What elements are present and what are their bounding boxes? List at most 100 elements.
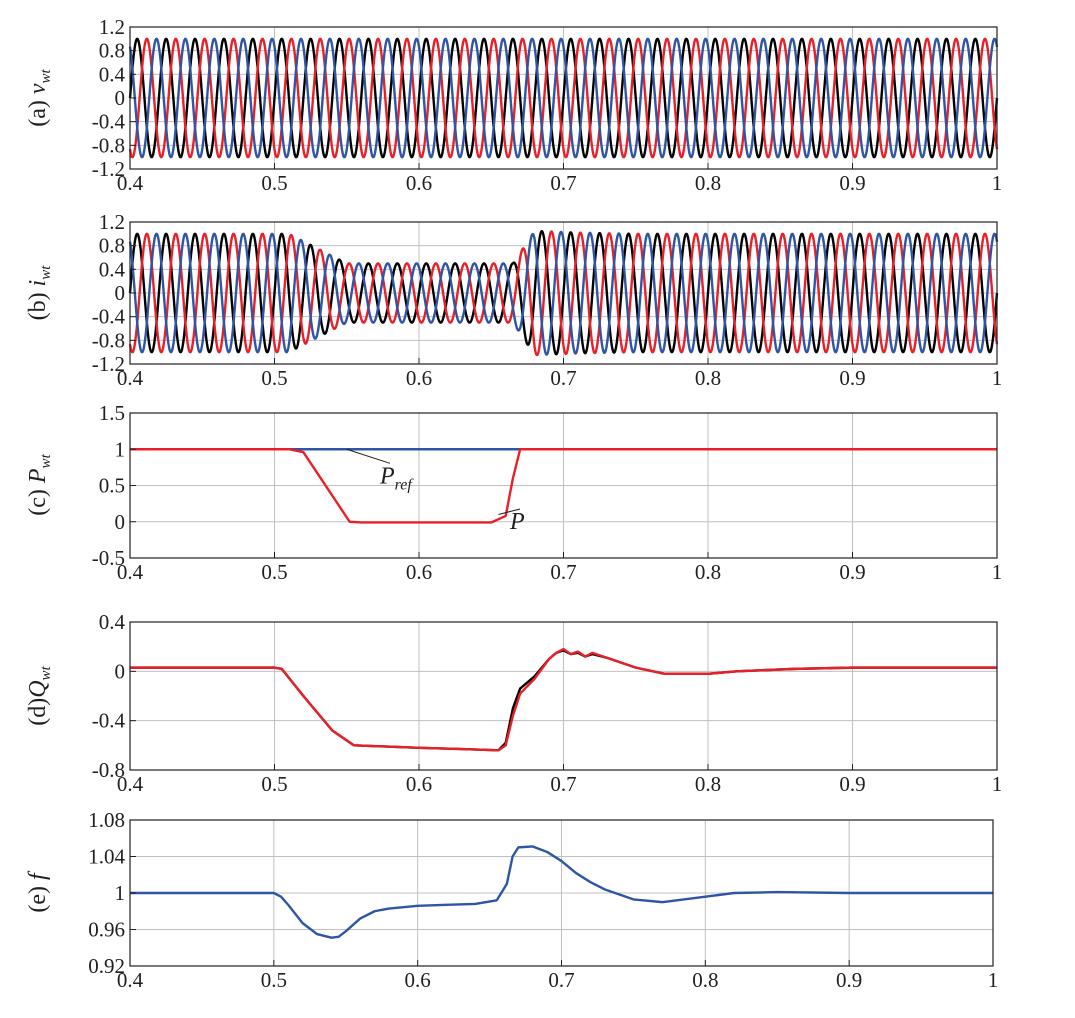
- panel-b-ytick-label-6: -1.2: [92, 352, 125, 376]
- panel-a-ytick-label-1: 0.8: [99, 39, 125, 63]
- panel-b-ytick-label-5: -0.8: [92, 328, 125, 352]
- panel-b-xtick-label-2: 0.6: [406, 366, 432, 390]
- panel-d-ticks: 0.4 0.5 0.6 0.7 0.8 0.9 1 0.4 0 -0.4 -0.8: [92, 610, 1003, 796]
- panel-c-xtick-label-4: 0.8: [695, 560, 721, 584]
- panel-e-xtick-label-0: 0.4: [117, 968, 144, 992]
- panel-a-ticks: 0.4 0.5 0.6 0.7 0.8 0.9 11.20.80.40-0.4-0.8-1.…: [92, 15, 1003, 195]
- panel-b-series: [128, 229, 999, 357]
- panel-d-xtick-label-4: 0.8: [695, 772, 721, 796]
- panel-a-ylabel: (a) vwt: [25, 68, 54, 126]
- panel-a-series: [128, 37, 999, 159]
- panel-b: 0.4 0.5 0.6 0.7 0.8 0.9 11.20.80.40-0.4-0.8-1.…: [25, 210, 1002, 390]
- panel-d-grid: [130, 622, 997, 770]
- panel-b-ytick-label-0: 1.2: [99, 210, 125, 234]
- panel-b-xtick-label-5: 0.9: [839, 366, 865, 390]
- panel-b-xtick-label-6: 1: [992, 366, 1003, 390]
- panel-a-xtick-label-1: 0.5: [261, 171, 287, 195]
- panel-e-ytick-label-3: 0.96: [88, 918, 125, 942]
- panel-a-ytick-label-3: 0: [115, 86, 126, 110]
- panel-e-ylabel: (e) f: [25, 870, 51, 913]
- panel-d-xtick-label-0: 0.4: [117, 772, 144, 796]
- pref-annotation: Pref: [379, 463, 414, 493]
- panel-a-phase-1-line: [128, 37, 999, 159]
- panel-e-series: [130, 845, 993, 939]
- panel-d-series: [130, 647, 997, 752]
- panel-c-ylabel: (c) Pwt: [25, 453, 54, 515]
- panel-d-xtick-label-6: 1: [992, 772, 1003, 796]
- panel-e-xtick-label-3: 0.7: [548, 968, 574, 992]
- pref-pointer: [346, 448, 391, 464]
- panel-c-xtick-label-3: 0.7: [550, 560, 576, 584]
- panel-b-phase-2-line: [128, 230, 999, 357]
- panel-d-ytick-label-3: -0.8: [92, 758, 125, 782]
- panel-a-phase-2-line: [128, 37, 999, 159]
- panel-e-series-1-line: [130, 845, 993, 939]
- p-pointer: [498, 508, 521, 515]
- panel-c-xtick-label-5: 0.9: [839, 560, 865, 584]
- panel-b-ytick-label-4: -0.4: [92, 305, 126, 329]
- panel-e-xtick-label-1: 0.5: [261, 968, 287, 992]
- panel-d-series-2-line: [130, 647, 997, 752]
- panel-a-xtick-label-2: 0.6: [406, 171, 432, 195]
- panel-c-ytick-label-2: 0.5: [99, 474, 125, 498]
- panel-e-ticks: 0.4 0.5 0.6 0.7 0.8 0.9 1 1.08 1.04 1 0.96 0.92: [88, 808, 998, 992]
- panel-b-xtick-label-3: 0.7: [550, 366, 576, 390]
- panel-c-grid: [130, 413, 997, 558]
- panel-c-p-line: [130, 448, 997, 524]
- panel-c-xtick-label-0: 0.4: [117, 560, 144, 584]
- panel-c-annotations: Pref P: [346, 448, 525, 535]
- panel-c-ytick-label-1: 1: [115, 437, 126, 461]
- panel-c-xtick-label-2: 0.6: [406, 560, 432, 584]
- panel-b-ytick-label-2: 0.4: [99, 257, 126, 281]
- panel-b-phase-1-line: [128, 229, 999, 356]
- panel-e-ytick-label-2: 1: [115, 881, 126, 905]
- panel-e-ytick-label-0: 1.08: [88, 808, 125, 832]
- panel-c-series: [130, 448, 997, 524]
- panel-b-ytick-label-3: 0: [115, 281, 126, 305]
- panel-d-ytick-label-0: 0.4: [99, 610, 126, 634]
- panel-d-xtick-label-2: 0.6: [406, 772, 432, 796]
- panel-e-xtick-label-6: 1: [988, 968, 999, 992]
- panel-a-phase-3-line: [128, 37, 999, 159]
- panel-e: 0.4 0.5 0.6 0.7 0.8 0.9 1 1.08 1.04 1 0.96 0.92 (e)…: [25, 808, 998, 992]
- panel-d-xtick-label-5: 0.9: [839, 772, 865, 796]
- panel-d-ylabel: (d)Qwt: [25, 665, 54, 725]
- panel-e-xtick-label-4: 0.8: [692, 968, 718, 992]
- panel-c-ticks: 0.4 0.5 0.6 0.7 0.8 0.9 1 1.5 1 0.5 0 -0.5: [92, 401, 1003, 584]
- panel-a-xtick-label-0: 0.4: [117, 171, 144, 195]
- panel-a-xtick-label-3: 0.7: [550, 171, 576, 195]
- panel-c-xtick-label-6: 1: [992, 560, 1003, 584]
- panel-c-xtick-label-1: 0.5: [261, 560, 287, 584]
- panel-a-ytick-label-5: -0.8: [92, 133, 125, 157]
- panel-c-ytick-label-3: 0: [115, 510, 126, 534]
- panel-b-xtick-label-4: 0.8: [695, 366, 721, 390]
- panel-b-xtick-label-0: 0.4: [117, 366, 144, 390]
- p-annotation: P: [509, 509, 525, 535]
- panel-e-ytick-label-1: 1.04: [88, 845, 125, 869]
- panel-d-ytick-label-1: 0: [115, 659, 126, 683]
- panel-c-ytick-label-4: -0.5: [92, 546, 125, 570]
- panel-b-ylabel: (b) iwt: [25, 265, 54, 321]
- panel-d-ytick-label-2: -0.4: [92, 709, 126, 733]
- panel-d-xtick-label-1: 0.5: [261, 772, 287, 796]
- panel-b-phase-3-line: [128, 230, 999, 356]
- panel-a: 0.4 0.5 0.6 0.7 0.8 0.9 11.20.80.40-0.4-0.8-1.…: [25, 15, 1002, 195]
- panel-a-xtick-label-4: 0.8: [695, 171, 721, 195]
- panel-e-xtick-label-2: 0.6: [405, 968, 431, 992]
- panel-a-xtick-label-6: 1: [992, 171, 1003, 195]
- panel-d: 0.4 0.5 0.6 0.7 0.8 0.9 1 0.4 0 -0.4 -0.8 (d)Qwt: [25, 610, 1002, 796]
- panel-d-xtick-label-3: 0.7: [550, 772, 576, 796]
- panel-a-ytick-label-2: 0.4: [99, 62, 126, 86]
- panel-b-ticks: 0.4 0.5 0.6 0.7 0.8 0.9 11.20.80.40-0.4-0.8-1.…: [92, 210, 1003, 390]
- panel-a-ytick-label-0: 1.2: [99, 15, 125, 39]
- panel-a-ytick-label-6: -1.2: [92, 157, 125, 181]
- panel-b-xtick-label-1: 0.5: [261, 366, 287, 390]
- panel-a-ytick-label-4: -0.4: [92, 110, 126, 134]
- panel-e-xtick-label-5: 0.9: [836, 968, 862, 992]
- panel-c-ytick-label-0: 1.5: [99, 401, 125, 425]
- panel-b-ytick-label-1: 0.8: [99, 234, 125, 258]
- panel-e-ytick-label-4: 0.92: [88, 954, 125, 978]
- panel-a-xtick-label-5: 0.9: [839, 171, 865, 195]
- panel-c: 0.4 0.5 0.6 0.7 0.8 0.9 1 1.5 1 0.5 0 -0.5 Pref P (…: [25, 401, 1002, 584]
